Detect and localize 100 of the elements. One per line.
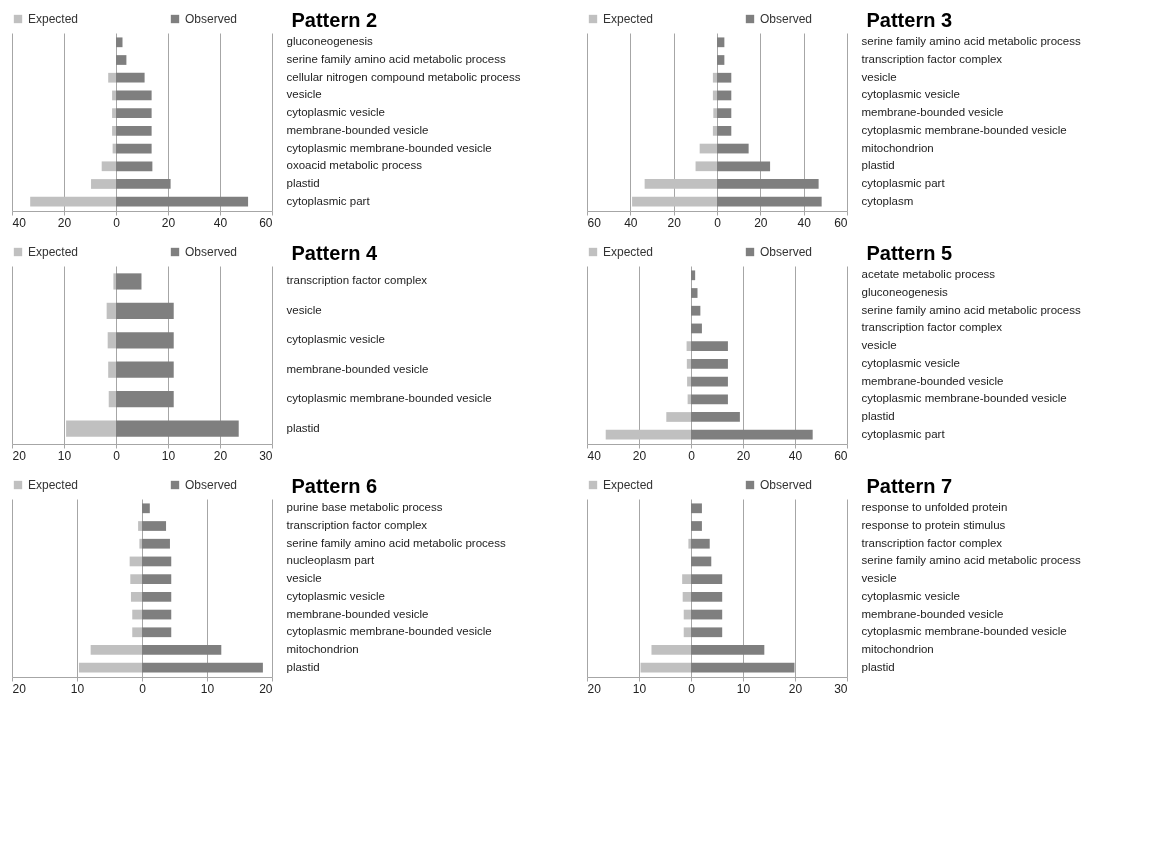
- y-tick-label: cytoplasmic vesicle: [861, 88, 960, 101]
- y-tick-label: vesicle: [286, 303, 322, 316]
- text: Pattern 5: [866, 242, 953, 264]
- y-tick-label: cytoplasmic vesicle: [286, 589, 385, 602]
- text: Pattern 4: [291, 242, 378, 264]
- legend-label: Observed: [185, 245, 238, 259]
- y-tick-label: vesicle: [286, 88, 322, 101]
- y-tick-label: cytoplasmic membrane-bounded vesicle: [861, 392, 1067, 405]
- y-tick-label: purine base metabolic process: [286, 501, 443, 514]
- x-tick-label: 40: [213, 215, 228, 230]
- x-tick-label: 20: [754, 215, 768, 230]
- y-tick-label: membrane-bounded vesicle: [861, 374, 1004, 387]
- x-tick-label: 0: [714, 215, 722, 230]
- y-tick-label: transcription factor complex: [286, 274, 428, 287]
- y-tick-label: plastid: [861, 159, 895, 172]
- x-tick-label: 20: [587, 681, 602, 696]
- legend-label: Observed: [185, 12, 238, 26]
- legend-label: Observed: [760, 245, 813, 259]
- y-tick-label: vesicle: [861, 572, 897, 585]
- legend-label: Expected: [603, 478, 654, 492]
- y-tick-label: membrane-bounded vesicle: [861, 607, 1004, 620]
- x-tick-label: 40: [12, 215, 27, 230]
- legend-label: Observed: [185, 478, 238, 492]
- y-tick-label: cytoplasmic membrane-bounded vesicle: [286, 392, 492, 405]
- y-tick-label: vesicle: [286, 572, 322, 585]
- y-tick-label: membrane-bounded vesicle: [286, 362, 429, 375]
- y-tick-label: cytoplasmic vesicle: [286, 333, 385, 346]
- x-tick-label: 60: [834, 448, 848, 463]
- x-tick-label: 20: [632, 448, 647, 463]
- x-tick-label: 10: [632, 681, 647, 696]
- x-tick-label: 10: [70, 681, 85, 696]
- legend-label: Expected: [603, 12, 654, 26]
- legend-label: Expected: [603, 245, 654, 259]
- legend-label: Observed: [760, 12, 813, 26]
- y-tick-label: serine family amino acid metabolic process: [861, 554, 1081, 567]
- y-tick-label: cytoplasmic vesicle: [861, 589, 960, 602]
- legend-label: Expected: [28, 478, 79, 492]
- y-tick-label: vesicle: [861, 339, 897, 352]
- y-tick-label: serine family amino acid metabolic process: [286, 536, 506, 549]
- y-tick-label: mitochondrion: [861, 141, 934, 154]
- x-tick-label: 20: [213, 448, 228, 463]
- y-tick-label: plastid: [286, 660, 320, 673]
- y-tick-label: nucleoplasm part: [286, 554, 375, 567]
- x-tick-label: 10: [161, 448, 176, 463]
- y-tick-label: cytoplasmic membrane-bounded vesicle: [861, 123, 1067, 136]
- x-tick-label: 20: [788, 681, 803, 696]
- x-tick-label: 40: [587, 448, 602, 463]
- x-tick-label: 40: [624, 215, 638, 230]
- y-tick-label: cellular nitrogen compound metabolic process: [286, 70, 521, 83]
- y-tick-label: gluconeogenesis: [861, 286, 949, 299]
- y-tick-label: plastid: [286, 421, 320, 434]
- x-tick-label: 60: [587, 215, 602, 230]
- y-tick-label: cytoplasmic membrane-bounded vesicle: [861, 625, 1067, 638]
- y-tick-label: plastid: [861, 660, 895, 673]
- x-tick-label: 20: [12, 681, 27, 696]
- x-tick-label: 20: [12, 448, 27, 463]
- x-tick-label: 30: [834, 681, 848, 696]
- y-tick-label: transcription factor complex: [286, 519, 428, 532]
- y-tick-label: response to protein stimulus: [861, 519, 1006, 532]
- y-tick-label: mitochondrion: [861, 642, 934, 655]
- y-tick-label: transcription factor complex: [861, 321, 1003, 334]
- x-tick-label: 20: [736, 448, 751, 463]
- x-tick-label: 0: [113, 215, 121, 230]
- legend-label: Observed: [760, 478, 813, 492]
- x-tick-label: 30: [259, 448, 273, 463]
- x-tick-label: 0: [139, 681, 147, 696]
- y-tick-label: cytoplasmic membrane-bounded vesicle: [286, 141, 492, 154]
- y-tick-label: oxoacid metabolic process: [286, 159, 423, 172]
- text: Pattern 2: [291, 9, 378, 31]
- y-tick-label: plastid: [861, 409, 895, 422]
- x-tick-label: 20: [57, 215, 72, 230]
- y-tick-label: mitochondrion: [286, 642, 359, 655]
- x-tick-label: 40: [797, 215, 812, 230]
- y-tick-label: transcription factor complex: [861, 536, 1003, 549]
- y-tick-label: serine family amino acid metabolic process: [286, 53, 506, 66]
- x-tick-label: 10: [200, 681, 215, 696]
- x-tick-label: 0: [688, 681, 696, 696]
- y-tick-label: plastid: [286, 176, 320, 189]
- y-tick-label: membrane-bounded vesicle: [286, 607, 429, 620]
- y-tick-label: serine family amino acid metabolic process: [861, 35, 1081, 48]
- x-tick-label: 20: [259, 681, 273, 696]
- y-tick-label: transcription factor complex: [861, 53, 1003, 66]
- y-tick-label: cytoplasmic part: [861, 176, 946, 189]
- legend-label: Expected: [28, 245, 79, 259]
- x-tick-label: 10: [57, 448, 72, 463]
- text: Pattern 3: [866, 9, 953, 31]
- y-tick-label: vesicle: [861, 70, 897, 83]
- y-tick-label: response to unfolded protein: [861, 501, 1008, 514]
- text: Pattern 7: [866, 475, 953, 497]
- y-tick-label: acetate metabolic process: [861, 268, 996, 281]
- y-tick-label: cytoplasmic part: [861, 427, 946, 440]
- y-tick-label: cytoplasmic part: [286, 194, 371, 207]
- y-tick-label: cytoplasm: [861, 194, 914, 207]
- x-tick-label: 20: [161, 215, 176, 230]
- x-tick-label: 20: [667, 215, 682, 230]
- y-tick-label: serine family amino acid metabolic process: [861, 303, 1081, 316]
- y-tick-label: cytoplasmic vesicle: [861, 356, 960, 369]
- y-tick-label: cytoplasmic membrane-bounded vesicle: [286, 625, 492, 638]
- y-tick-label: cytoplasmic vesicle: [286, 106, 385, 119]
- x-tick-label: 40: [788, 448, 803, 463]
